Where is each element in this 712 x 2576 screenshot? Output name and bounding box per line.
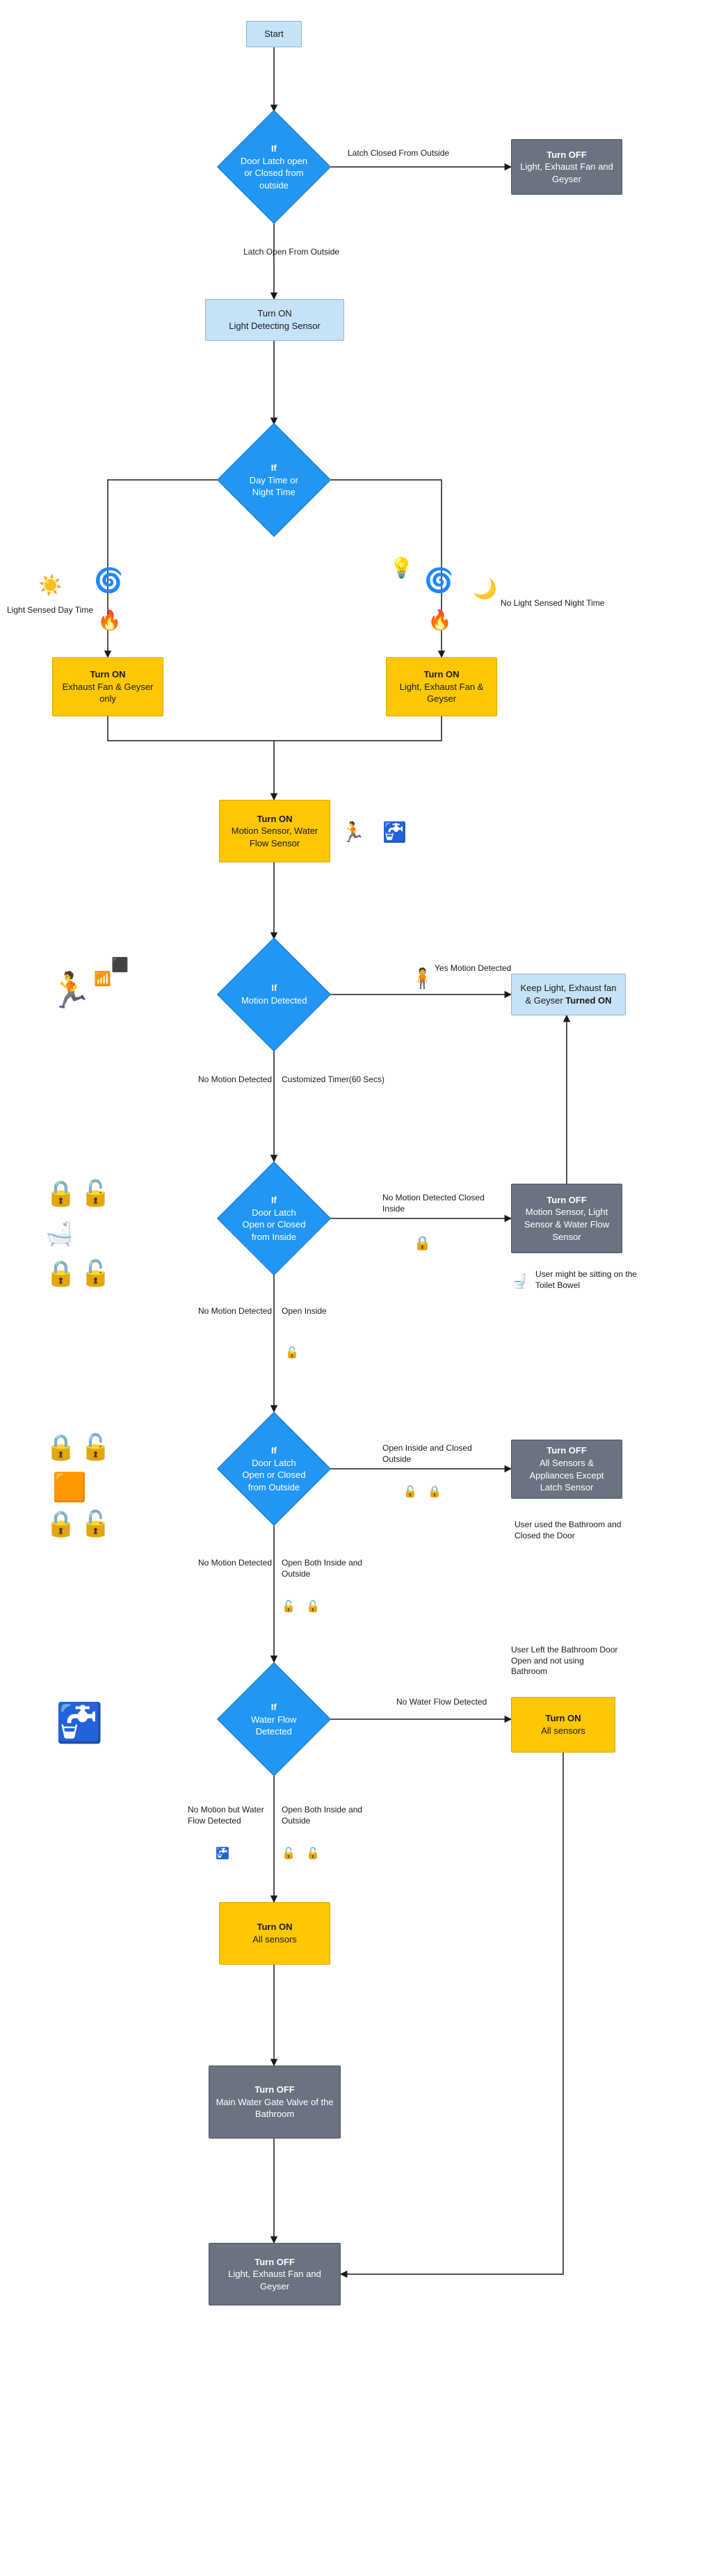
label-timer: Customized Timer(60 Secs)	[282, 1074, 385, 1086]
turnon-all-1: Turn ON All sensors	[511, 1697, 615, 1753]
label-no-water-flow: No Water Flow Detected	[396, 1697, 487, 1708]
latch-icon-5: 🔒	[45, 1433, 76, 1462]
latch-icon-7: 🔒	[45, 1509, 76, 1538]
turnoff-lights-1: Turn OFF Light, Exhaust Fan and Geyser	[511, 139, 622, 195]
latch-icon-3: 🔒	[45, 1259, 76, 1288]
turnoff-valve: Turn OFF Main Water Gate Valve of the Ba…	[209, 2066, 341, 2139]
decision-door-latch-outside: If Door Latch open or Closed from outsid…	[217, 110, 331, 224]
label-no-light-sensed: No Light Sensed Night Time	[501, 598, 604, 609]
decision-latch-outside-2: If Door Latch Open or Closed from Outsid…	[217, 1412, 331, 1526]
chip-icon: 🟧	[52, 1471, 87, 1504]
latch-small-icon-4: 🔒	[428, 1485, 442, 1499]
faucet-icon: 🚰	[382, 821, 407, 844]
bulb-icon: 💡	[389, 556, 414, 579]
latch-small-icon-5: 🔓	[282, 1600, 296, 1613]
fan-icon-2: 🌀	[424, 567, 453, 595]
turnon-light-sensor: Turn ON Light Detecting Sensor	[205, 299, 344, 341]
faucet-large-icon: 🚰	[56, 1700, 103, 1746]
person-icon: 🧍	[410, 967, 435, 990]
decision-latch-inside: If Door Latch Open or Closed from Inside	[217, 1161, 331, 1275]
label-open-both-2: Open Both Inside and Outside	[282, 1805, 393, 1826]
turnon-all-2: Turn ON All sensors	[219, 1902, 330, 1965]
latch-small-icon-6: 🔓	[306, 1600, 320, 1613]
label-open-inside: Open Inside	[282, 1306, 327, 1317]
fire-icon-2: 🔥	[428, 609, 452, 631]
label-light-sensed: Light Sensed Day Time	[7, 605, 93, 616]
label-open-both-1: Open Both Inside and Outside	[282, 1558, 393, 1579]
latch-icon-8: 🔓	[80, 1509, 111, 1538]
turnoff-final: Turn OFF Light, Exhaust Fan and Geyser	[209, 2243, 341, 2305]
label-no-motion-2: No Motion Detected	[198, 1306, 272, 1317]
fire-icon: 🔥	[97, 609, 122, 631]
sun-icon: ☀️	[38, 574, 63, 597]
faucet-small-icon: 🚰	[216, 1846, 229, 1860]
label-toilet-bowl: User might be sitting on the Toilet Bowe…	[535, 1269, 654, 1291]
running-icon: 🏃	[341, 821, 365, 844]
label-latch-open-outside: Latch Open From Outside	[243, 247, 339, 258]
latch-icon-1: 🔒	[45, 1179, 76, 1208]
label-no-motion-1: No Motion Detected	[198, 1074, 272, 1086]
label-yes-motion: Yes Motion Detected	[435, 963, 511, 974]
label-user-closed: User used the Bathroom and Closed the Do…	[515, 1520, 633, 1541]
running-icon-large: 🏃	[49, 970, 92, 1011]
wifi-icon: 📶	[94, 970, 111, 988]
latch-icon-6: 🔓	[80, 1433, 111, 1462]
decision-water-flow: If Water Flow Detected	[217, 1662, 331, 1776]
start-label: Start	[264, 28, 283, 40]
latch-small-icon-7: 🔓	[282, 1846, 296, 1860]
label-latch-closed-outside: Latch Closed From Outside	[348, 148, 449, 159]
latch-small-icon-3: 🔓	[403, 1485, 417, 1499]
latch-small-icon-2: 🔓	[285, 1346, 299, 1360]
label-user-left-open: User Left the Bathroom Door Open and not…	[511, 1645, 622, 1677]
sink-icon: 🛁	[45, 1221, 73, 1247]
turnon-day: Turn ON Exhaust Fan & Geyser only	[52, 657, 163, 716]
label-no-motion-closed-inside: No Motion Detected Closed Inside	[382, 1193, 494, 1214]
keep-on: Keep Light, Exhaust fan & Geyser Turned …	[511, 974, 626, 1015]
latch-small-icon-1: 🔒	[414, 1234, 431, 1252]
sensor-icon: ⬛	[111, 956, 129, 974]
turnoff-sensors: Turn OFF Motion Sensor, Light Sensor & W…	[511, 1184, 622, 1253]
label-no-motion-water: No Motion but Water Flow Detected	[188, 1805, 264, 1826]
moon-icon: 🌙	[473, 577, 497, 600]
decision-day-night: If Day Time or Night Time	[217, 423, 331, 537]
turnoff-all: Turn OFF All Sensors & Appliances Except…	[511, 1440, 622, 1499]
fan-icon: 🌀	[94, 567, 123, 595]
latch-icon-4: 🔓	[80, 1259, 111, 1288]
latch-icon-2: 🔓	[80, 1179, 111, 1208]
turnon-sensors: Turn ON Motion Sensor, Water Flow Sensor	[219, 800, 330, 862]
decision-motion-detected: If Motion Detected	[217, 937, 331, 1052]
start-node: Start	[246, 21, 302, 47]
toilet-icon: 🚽	[511, 1273, 528, 1290]
turnon-night: Turn ON Light, Exhaust Fan & Geyser	[386, 657, 497, 716]
label-no-motion-3: No Motion Detected	[198, 1558, 272, 1569]
latch-small-icon-8: 🔓	[306, 1846, 320, 1860]
label-open-inside-closed-outside: Open Inside and Closed Outside	[382, 1443, 494, 1465]
